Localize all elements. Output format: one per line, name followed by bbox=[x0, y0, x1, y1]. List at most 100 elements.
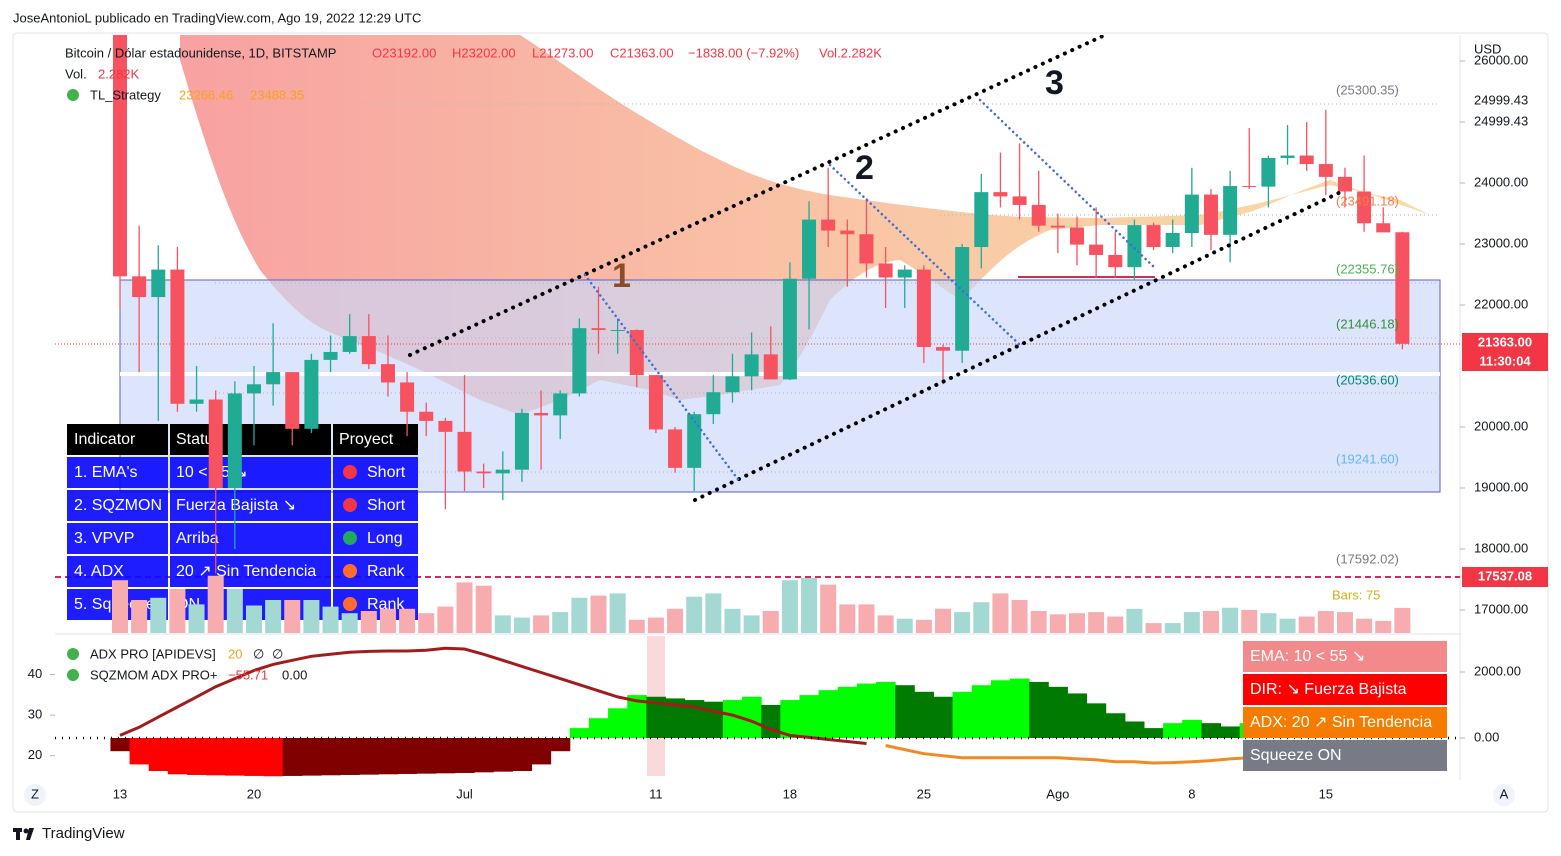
volume-bar bbox=[207, 575, 224, 633]
volume-bar bbox=[743, 615, 760, 633]
volume-bar bbox=[341, 613, 358, 633]
squeeze-bar bbox=[588, 718, 609, 739]
candle-body bbox=[955, 247, 970, 351]
candle-body bbox=[285, 372, 300, 429]
level-label: (17592.02) bbox=[1336, 551, 1399, 566]
status-text: Squeeze ON bbox=[1250, 747, 1342, 764]
volume-bar bbox=[188, 604, 205, 633]
table-cell: 3. VPVP bbox=[74, 530, 134, 547]
squeeze-bar bbox=[971, 685, 992, 739]
tv-logo: TradingView bbox=[13, 825, 125, 842]
y-tick-label: 24999.43 bbox=[1474, 113, 1528, 128]
squeeze-bar bbox=[263, 738, 284, 777]
volume-bar bbox=[1336, 612, 1353, 633]
x-tick-label: 20 bbox=[247, 786, 261, 801]
level-label: (19241.60) bbox=[1336, 451, 1399, 466]
candle-body bbox=[1031, 204, 1046, 226]
candle-body bbox=[610, 329, 625, 331]
squeeze-bar bbox=[531, 738, 552, 765]
volume-bar bbox=[1164, 623, 1181, 633]
table-cell: Long bbox=[367, 530, 403, 547]
price-tag bbox=[1462, 333, 1548, 371]
candle-body bbox=[534, 412, 549, 416]
squeeze-bar bbox=[780, 700, 800, 739]
price-tag-time: 11:30:04 bbox=[1479, 353, 1531, 368]
candle-body bbox=[725, 376, 740, 393]
annotation: 1 bbox=[612, 257, 631, 295]
y-tick-label: 26000.00 bbox=[1474, 52, 1528, 67]
button-label[interactable]: A bbox=[1500, 786, 1509, 801]
volume-bar bbox=[265, 600, 282, 633]
candle-body bbox=[514, 412, 529, 470]
volume-bar bbox=[437, 606, 454, 633]
candle-body bbox=[782, 278, 797, 380]
currency: USD bbox=[1474, 41, 1501, 56]
candle-body bbox=[246, 384, 261, 394]
volume-bar bbox=[1126, 608, 1143, 633]
indicator-value: −55.71 bbox=[228, 667, 268, 682]
candle-body bbox=[1223, 186, 1238, 235]
volume-bar bbox=[781, 580, 798, 633]
candle-body bbox=[840, 230, 855, 235]
button[interactable] bbox=[1493, 784, 1515, 806]
volume-bar bbox=[552, 612, 569, 633]
candle-body bbox=[1376, 223, 1391, 233]
volume-bar bbox=[896, 618, 913, 633]
annotation: 3 bbox=[1045, 64, 1064, 102]
squeeze-bar bbox=[895, 685, 915, 739]
volume-bar bbox=[1069, 613, 1085, 633]
candle-body bbox=[897, 269, 912, 278]
squeeze-bar bbox=[244, 738, 265, 776]
candle-body bbox=[419, 411, 434, 421]
level-tag bbox=[1462, 567, 1548, 587]
range-box bbox=[119, 279, 1441, 493]
candle-body bbox=[1337, 176, 1352, 192]
y2-tick-label: 2000.00 bbox=[1474, 663, 1521, 678]
ohlc-volume: Vol.2.282K bbox=[819, 45, 882, 60]
squeeze-bar bbox=[933, 696, 954, 739]
volume-bar bbox=[456, 582, 473, 633]
volume-bar bbox=[992, 593, 1009, 633]
candles bbox=[113, 35, 1410, 574]
candle-body bbox=[113, 35, 127, 277]
indicator-value: ∅ bbox=[272, 646, 283, 661]
candle-body bbox=[208, 399, 223, 488]
candle-body bbox=[1050, 225, 1065, 228]
volume-bar bbox=[322, 606, 339, 633]
squeeze-bar bbox=[1182, 719, 1202, 739]
status-text: EMA: 10 < 55 ↘ bbox=[1250, 648, 1365, 665]
candle-body bbox=[1108, 254, 1123, 268]
volume-bar bbox=[1049, 614, 1066, 633]
table-cell: 1. EMA's bbox=[74, 464, 138, 481]
squeeze-bar bbox=[1201, 723, 1222, 739]
squeeze-bar bbox=[722, 700, 743, 739]
squeeze-bar bbox=[512, 738, 533, 772]
volume-bar bbox=[1298, 616, 1315, 633]
volume-bar bbox=[973, 602, 990, 633]
candle-body bbox=[132, 276, 147, 298]
indicator-name: SQZMOM ADX PRO+ bbox=[90, 667, 218, 682]
squeeze-bar bbox=[550, 738, 571, 752]
x-tick-label: 18 bbox=[783, 786, 797, 801]
candle-body bbox=[648, 375, 663, 430]
volume-bar bbox=[877, 615, 894, 633]
ohlc-high: H23202.00 bbox=[452, 45, 516, 60]
lower-pane bbox=[110, 646, 1413, 777]
button[interactable] bbox=[24, 784, 46, 806]
squeeze-bar bbox=[1010, 678, 1030, 739]
bars-label: Bars: 75 bbox=[1332, 587, 1380, 602]
candle-body bbox=[1261, 157, 1276, 187]
volume-bar bbox=[475, 585, 492, 633]
candle-body bbox=[361, 336, 376, 365]
candle-body bbox=[1089, 244, 1104, 255]
candle-body bbox=[1012, 196, 1027, 205]
squeeze-bar bbox=[1124, 721, 1145, 739]
candle-body bbox=[380, 364, 395, 383]
candle-body bbox=[591, 328, 606, 330]
volume-bar bbox=[1183, 612, 1200, 633]
candle-body bbox=[170, 269, 185, 404]
trendlines bbox=[408, 35, 1347, 502]
volume-bar bbox=[1375, 620, 1392, 633]
x-tick-label: Ago bbox=[1046, 786, 1069, 801]
button-label[interactable]: Z bbox=[31, 786, 39, 801]
